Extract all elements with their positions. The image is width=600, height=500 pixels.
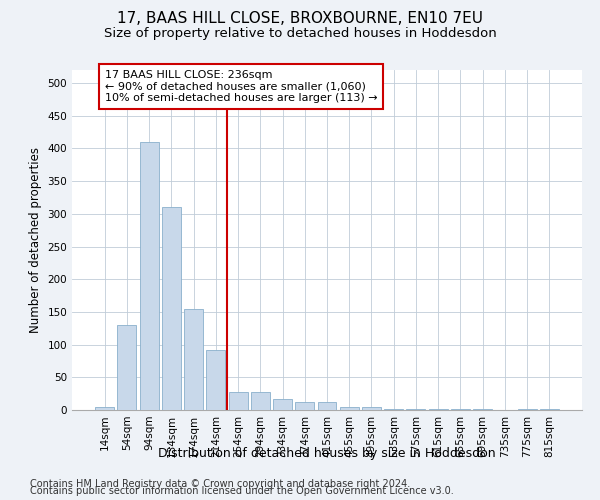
Bar [362, 406, 381, 410]
Bar [184, 308, 203, 410]
Y-axis label: Number of detached properties: Number of detached properties [29, 147, 42, 333]
Text: Size of property relative to detached houses in Hoddesdon: Size of property relative to detached ho… [104, 28, 496, 40]
Bar [140, 142, 158, 410]
Bar [384, 408, 403, 410]
Bar [206, 350, 225, 410]
Bar [251, 392, 270, 410]
Bar [406, 408, 425, 410]
Text: Distribution of detached houses by size in Hoddesdon: Distribution of detached houses by size … [158, 448, 496, 460]
Bar [518, 408, 536, 410]
Bar [162, 208, 181, 410]
Text: Contains public sector information licensed under the Open Government Licence v3: Contains public sector information licen… [30, 486, 454, 496]
Bar [295, 402, 314, 410]
Bar [340, 406, 359, 410]
Bar [118, 325, 136, 410]
Bar [273, 399, 292, 410]
Bar [317, 402, 337, 410]
Bar [229, 392, 248, 410]
Bar [95, 406, 114, 410]
Text: 17, BAAS HILL CLOSE, BROXBOURNE, EN10 7EU: 17, BAAS HILL CLOSE, BROXBOURNE, EN10 7E… [117, 11, 483, 26]
Text: Contains HM Land Registry data © Crown copyright and database right 2024.: Contains HM Land Registry data © Crown c… [30, 479, 410, 489]
Text: 17 BAAS HILL CLOSE: 236sqm
← 90% of detached houses are smaller (1,060)
10% of s: 17 BAAS HILL CLOSE: 236sqm ← 90% of deta… [104, 70, 377, 103]
